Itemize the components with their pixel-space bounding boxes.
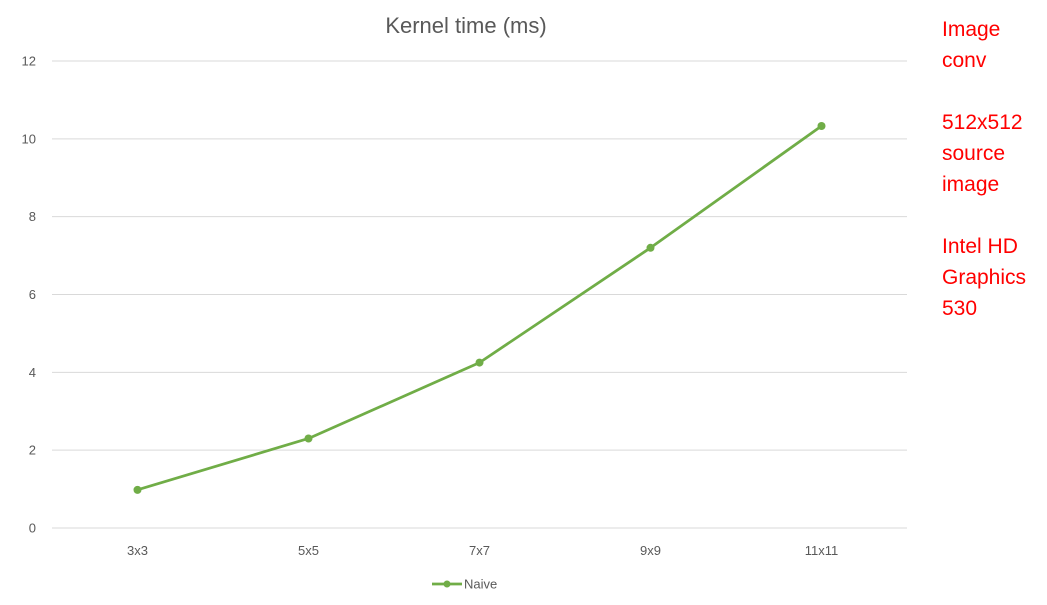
data-point — [646, 243, 655, 252]
y-tick-label: 12 — [22, 54, 36, 69]
y-tick-label: 6 — [29, 287, 36, 302]
data-point — [475, 358, 484, 367]
y-axis: 0 2 4 6 8 10 12 — [22, 54, 36, 536]
note-source-image: 512x512 source image — [942, 111, 1023, 196]
chart-title: Kernel time (ms) — [385, 13, 546, 38]
y-tick-label: 0 — [29, 521, 36, 536]
legend-swatch-marker — [443, 580, 451, 588]
y-tick-label: 10 — [22, 131, 36, 146]
legend-label: Naive — [464, 577, 497, 592]
note-image-conv: Image conv — [942, 18, 1001, 72]
legend: Naive — [432, 577, 497, 592]
data-point — [133, 485, 142, 494]
series-line — [136, 124, 823, 492]
x-tick-label: 7x7 — [469, 543, 490, 558]
data-point — [817, 121, 826, 130]
gridlines — [52, 60, 907, 529]
x-tick-label: 3x3 — [127, 543, 148, 558]
side-note: Image conv 512x512 source image Intel HD… — [942, 14, 1046, 324]
legend-item: Naive — [432, 577, 497, 592]
series-layer — [133, 121, 826, 494]
y-tick-label: 2 — [29, 443, 36, 458]
y-tick-label: 8 — [29, 209, 36, 224]
x-tick-label: 5x5 — [298, 543, 319, 558]
note-gpu: Intel HD Graphics 530 — [942, 235, 1027, 320]
x-tick-label: 9x9 — [640, 543, 661, 558]
data-point — [304, 434, 313, 443]
series-0 — [133, 121, 826, 494]
x-axis: 3x3 5x5 7x7 9x9 11x11 — [127, 543, 838, 558]
y-tick-label: 4 — [29, 365, 36, 380]
x-tick-label: 11x11 — [805, 543, 839, 558]
